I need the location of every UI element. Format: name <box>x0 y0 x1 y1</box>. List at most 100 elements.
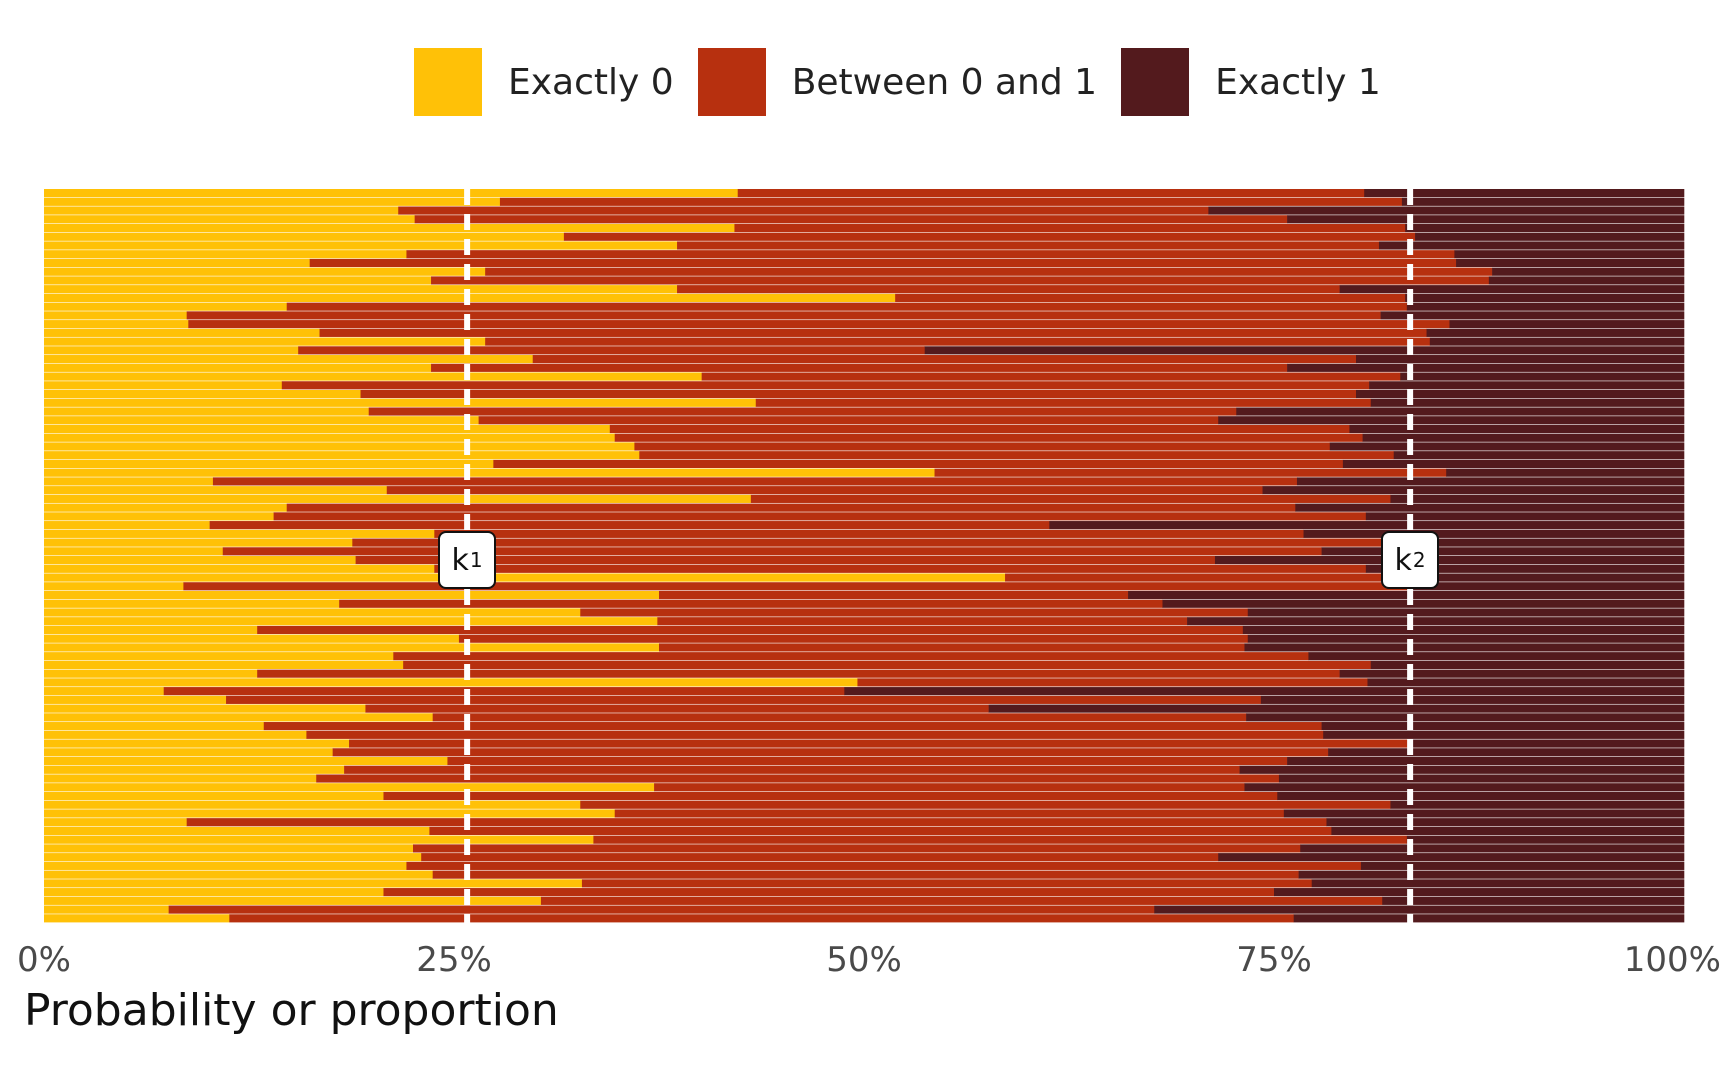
bar-between-0-and-1 <box>485 337 1431 346</box>
bar-exactly-0 <box>44 582 184 591</box>
bar-exactly-0 <box>44 521 210 530</box>
bar-exactly-1 <box>1208 206 1685 215</box>
bar-exactly-1 <box>1390 800 1685 809</box>
bar-between-0-and-1 <box>386 486 1263 495</box>
x-tick-label: 100% <box>1623 940 1721 980</box>
bar-exactly-0 <box>44 189 739 198</box>
bar-exactly-1 <box>1162 599 1685 608</box>
bar-exactly-0 <box>44 905 169 914</box>
bar-exactly-0 <box>44 346 299 355</box>
bar-exactly-1 <box>1214 556 1685 565</box>
bar-exactly-0 <box>44 826 430 836</box>
bar-between-0-and-1 <box>429 826 1332 836</box>
bar-exactly-1 <box>1128 590 1685 600</box>
legend-swatch-exactly-1 <box>1121 48 1190 116</box>
bar-exactly-0 <box>44 258 310 268</box>
bar-between-0-and-1 <box>344 765 1240 774</box>
bar-between-0-and-1 <box>257 669 1340 678</box>
bar-exactly-1 <box>1378 241 1685 250</box>
legend-swatch-exactly-0 <box>414 48 482 116</box>
bar-exactly-1 <box>1362 433 1685 442</box>
bar-exactly-1 <box>1492 267 1685 276</box>
bar-exactly-0 <box>44 704 366 713</box>
bar-between-0-and-1 <box>701 372 1401 381</box>
bar-exactly-0 <box>44 669 258 678</box>
bar-exactly-0 <box>44 223 735 233</box>
legend-swatch-between-0-and-1 <box>697 48 766 116</box>
bar-exactly-1 <box>1328 748 1685 757</box>
bar-between-0-and-1 <box>413 844 1301 853</box>
bar-between-0-and-1 <box>934 468 1447 477</box>
x-tick-label: 25% <box>416 940 492 980</box>
bar-between-0-and-1 <box>339 599 1163 608</box>
bar-exactly-0 <box>44 232 565 241</box>
bar-exactly-1 <box>1382 896 1685 905</box>
bar-exactly-0 <box>44 276 432 285</box>
bar-exactly-1 <box>1296 477 1685 486</box>
bar-exactly-1 <box>1365 564 1685 573</box>
bar-exactly-1 <box>1367 678 1685 687</box>
bar-between-0-and-1 <box>737 189 1365 198</box>
bar-exactly-0 <box>44 835 594 844</box>
bar-between-0-and-1 <box>657 617 1188 626</box>
bar-between-0-and-1 <box>659 590 1129 600</box>
bar-exactly-0 <box>44 643 660 652</box>
bar-between-0-and-1 <box>168 905 1155 914</box>
bar-exactly-0 <box>44 285 678 294</box>
bar-exactly-1 <box>1242 625 1685 635</box>
bar-exactly-1 <box>1393 451 1685 460</box>
bar-between-0-and-1 <box>355 556 1216 565</box>
bar-exactly-0 <box>44 337 486 346</box>
bar-exactly-0 <box>44 494 752 503</box>
bar-exactly-0 <box>44 625 258 635</box>
bar-between-0-and-1 <box>349 739 1409 748</box>
bar-between-0-and-1 <box>431 276 1490 285</box>
bar-exactly-1 <box>1300 844 1685 853</box>
bar-exactly-0 <box>44 590 660 600</box>
bar-exactly-1 <box>1456 258 1685 268</box>
bar-exactly-1 <box>1218 416 1685 425</box>
bar-exactly-1 <box>1360 861 1685 870</box>
bar-between-0-and-1 <box>609 424 1350 434</box>
bar-exactly-1 <box>1295 503 1685 512</box>
bar-between-0-and-1 <box>403 660 1372 669</box>
bar-between-0-and-1 <box>186 818 1327 827</box>
bar-exactly-0 <box>44 608 581 617</box>
bar-exactly-0 <box>44 573 1006 582</box>
bar-exactly-1 <box>1287 363 1685 372</box>
bar-exactly-1 <box>1244 643 1685 652</box>
bar-between-0-and-1 <box>493 459 1344 469</box>
bar-exactly-1 <box>1446 468 1685 477</box>
k1-marker-label: k <box>451 542 469 578</box>
x-tick-label: 0% <box>17 940 71 980</box>
bar-between-0-and-1 <box>393 652 1309 661</box>
bar-between-0-and-1 <box>163 687 845 696</box>
bar-exactly-0 <box>44 302 288 311</box>
bar-exactly-1 <box>1287 215 1685 224</box>
bar-between-0-and-1 <box>406 250 1455 259</box>
bar-between-0-and-1 <box>286 503 1296 512</box>
legend: Exactly 0 Between 0 and 1 Exactly 1 <box>414 48 1405 116</box>
bar-exactly-0 <box>44 363 432 372</box>
bar-exactly-0 <box>44 800 581 809</box>
bar-exactly-0 <box>44 529 435 538</box>
bar-exactly-1 <box>988 704 1685 713</box>
bar-between-0-and-1 <box>532 355 1357 364</box>
bar-exactly-1 <box>1247 608 1685 617</box>
bar-exactly-1 <box>1370 398 1685 407</box>
bar-between-0-and-1 <box>383 888 1275 897</box>
bar-exactly-0 <box>44 818 187 827</box>
bar-exactly-0 <box>44 459 494 469</box>
bar-exactly-0 <box>44 381 283 390</box>
bar-exactly-0 <box>44 311 187 320</box>
bar-between-0-and-1 <box>895 293 1406 302</box>
bar-between-0-and-1 <box>432 713 1247 722</box>
bar-exactly-0 <box>44 599 340 608</box>
bar-exactly-0 <box>44 730 307 739</box>
bar-exactly-0 <box>44 250 407 259</box>
bar-exactly-0 <box>44 879 583 888</box>
bar-between-0-and-1 <box>368 407 1237 416</box>
bar-between-0-and-1 <box>485 267 1493 276</box>
bar-exactly-1 <box>1329 442 1685 451</box>
bar-between-0-and-1 <box>281 381 1370 390</box>
